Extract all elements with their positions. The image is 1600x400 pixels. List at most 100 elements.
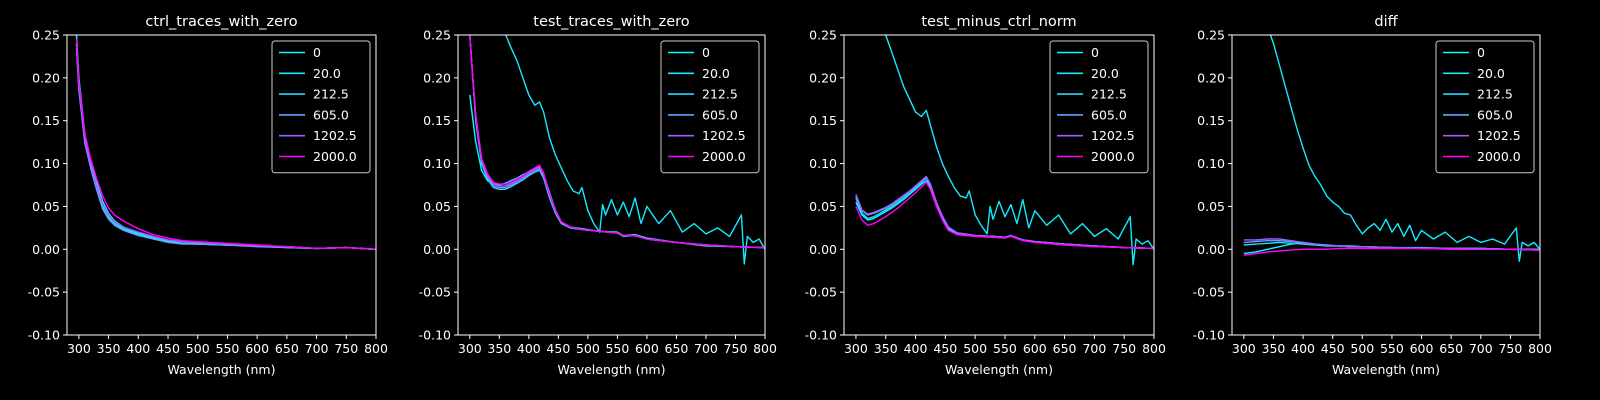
y-tick-label: -0.10 (805, 328, 837, 343)
axes-frame (1231, 34, 1541, 336)
y-tick-label: -0.10 (1193, 328, 1225, 343)
legend: 0 20.0 212.5 605.0 1202.5 2000.0 (660, 40, 760, 174)
y-tick-label: 0.15 (32, 113, 60, 128)
series-line-2000-0 (1243, 247, 1540, 256)
x-axis-label: Wavelength (nm) (168, 362, 276, 377)
legend-label: 605.0 (1477, 107, 1513, 122)
legend-label: 0 (702, 45, 710, 60)
series-line-1202-5 (855, 175, 1154, 250)
x-tick-label: 650 (1053, 341, 1077, 356)
legend-label: 605.0 (702, 107, 738, 122)
chart-title: test_traces_with_zero (533, 14, 690, 30)
series-line-2000-0 (469, 35, 765, 249)
chart-panel: test_minus_ctrl_norm 300 350 400 450 500 550 60… (805, 14, 1166, 377)
legend-label: 20.0 (1091, 66, 1119, 81)
y-tick-label: 0.15 (809, 113, 837, 128)
series-group (855, 35, 1154, 266)
x-tick-label: 700 (305, 341, 329, 356)
legend-label: 1202.5 (1477, 128, 1521, 143)
y-tick-label: 0.05 (1197, 199, 1225, 214)
x-tick-label: 650 (275, 341, 299, 356)
y-tick-label: 0.20 (32, 70, 60, 85)
y-tick-label: 0.10 (1197, 156, 1225, 171)
x-tick-label: 500 (1350, 341, 1374, 356)
x-tick-label: 350 (1262, 341, 1286, 356)
x-axis-label: Wavelength (nm) (558, 362, 666, 377)
chart-panel: ctrl_traces_with_zero 300 350 400 450 500 550 6… (28, 14, 388, 377)
legend-label: 212.5 (313, 87, 349, 102)
legend-label: 212.5 (702, 87, 738, 102)
legend-label: 2000.0 (702, 149, 746, 164)
y-tick-label: 0.05 (32, 199, 60, 214)
chart-title: diff (1374, 14, 1398, 30)
x-tick-label: 750 (334, 341, 358, 356)
x-tick-label: 500 (963, 341, 987, 356)
x-tick-label: 400 (517, 341, 541, 356)
x-tick-label: 750 (1498, 341, 1522, 356)
legend-label: 0 (1477, 45, 1485, 60)
legend-label: 20.0 (1477, 66, 1505, 81)
x-tick-label: 300 (67, 341, 91, 356)
x-tick-label: 550 (993, 341, 1017, 356)
y-tick-label: 0.00 (423, 242, 451, 257)
legend-label: 2000.0 (313, 149, 357, 164)
legend-label: 212.5 (1091, 87, 1127, 102)
x-tick-label: 600 (1023, 341, 1047, 356)
chart-panel: diff 300 350 400 450 500 550 600 650 700 750 800 -0.… (1193, 14, 1552, 377)
x-tick-label: 800 (753, 341, 777, 356)
y-tick-label: 0.25 (423, 28, 451, 43)
legend-label: 605.0 (313, 107, 349, 122)
x-tick-label: 650 (1439, 341, 1463, 356)
y-tick-label: 0.25 (32, 28, 60, 43)
x-tick-label: 600 (635, 341, 659, 356)
x-tick-label: 450 (933, 341, 957, 356)
axes-frame (457, 34, 766, 336)
x-tick-label: 400 (904, 341, 928, 356)
x-tick-label: 300 (844, 341, 868, 356)
y-tick-label: 0.20 (809, 70, 837, 85)
legend-label: 1202.5 (313, 128, 357, 143)
x-tick-label: 800 (1142, 341, 1166, 356)
x-axis-label: Wavelength (nm) (1332, 362, 1440, 377)
series-line-605-0 (75, 47, 376, 250)
x-tick-label: 600 (1410, 341, 1434, 356)
axes-frame (843, 34, 1155, 336)
chart-title: test_minus_ctrl_norm (921, 14, 1076, 30)
legend-label: 20.0 (313, 66, 341, 81)
x-tick-label: 300 (458, 341, 482, 356)
legend-label: 0 (313, 45, 321, 60)
x-tick-label: 700 (1469, 341, 1493, 356)
legend-label: 1202.5 (1091, 128, 1135, 143)
y-tick-label: 0.05 (423, 199, 451, 214)
x-tick-label: 350 (874, 341, 898, 356)
x-tick-label: 550 (605, 341, 629, 356)
y-tick-label: 0.10 (809, 156, 837, 171)
y-tick-label: -0.10 (28, 328, 60, 343)
y-tick-label: 0.00 (32, 242, 60, 257)
y-tick-label: -0.05 (1193, 285, 1225, 300)
legend-label: 20.0 (702, 66, 730, 81)
series-group (75, 35, 376, 250)
y-tick-label: 0.00 (1197, 242, 1225, 257)
x-tick-label: 550 (216, 341, 240, 356)
x-tick-label: 600 (245, 341, 269, 356)
legend-label: 212.5 (1477, 87, 1513, 102)
x-tick-label: 750 (1112, 341, 1136, 356)
y-tick-label: -0.10 (419, 328, 451, 343)
x-tick-label: 650 (665, 341, 689, 356)
chart-title: ctrl_traces_with_zero (145, 14, 297, 30)
y-tick-label: 0.20 (423, 70, 451, 85)
axes-frame (66, 34, 377, 336)
series-line-2000-0 (855, 181, 1154, 250)
x-tick-label: 450 (1321, 341, 1345, 356)
y-tick-label: 0.25 (809, 28, 837, 43)
x-tick-label: 300 (1232, 341, 1256, 356)
x-tick-label: 800 (1528, 341, 1552, 356)
x-tick-label: 450 (546, 341, 570, 356)
y-tick-label: 0.10 (423, 156, 451, 171)
x-tick-label: 350 (487, 341, 511, 356)
legend-label: 1202.5 (702, 128, 746, 143)
x-axis-label: Wavelength (nm) (945, 362, 1053, 377)
